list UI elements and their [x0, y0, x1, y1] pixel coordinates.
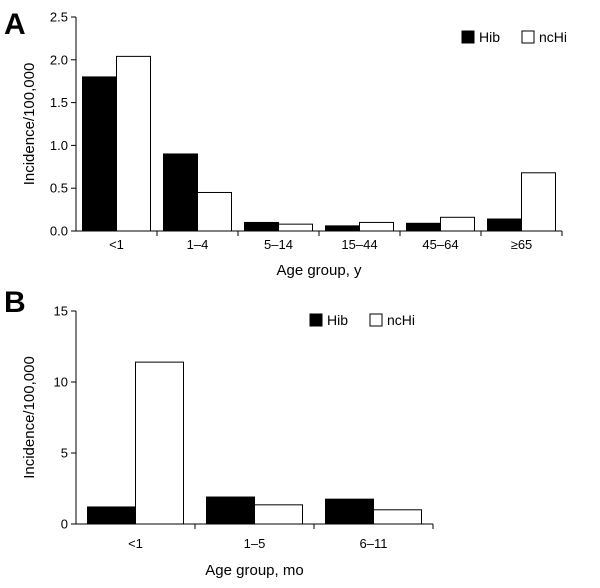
legend: Hib ncHi — [309, 312, 415, 328]
legend-swatch-hib — [309, 313, 323, 327]
y-tick-label: 0 — [61, 517, 68, 532]
bar-nchi-1 — [254, 504, 303, 525]
legend-swatch-nchi — [369, 313, 383, 327]
y-tick-label: 0.0 — [50, 224, 68, 239]
x-tick-label: <1 — [109, 237, 124, 252]
bar-hib-3 — [325, 225, 360, 232]
x-axis-label: Age group, y — [276, 262, 362, 279]
bar-hib-2 — [244, 221, 279, 232]
bar-hib-5 — [487, 218, 522, 232]
x-tick-label: 6–11 — [360, 536, 388, 551]
bar-nchi-4 — [440, 216, 475, 232]
chart-panel-b: B 0 5 10 15 <1 1–5 6–11 Incidence/100,000 Age gro… — [4, 286, 434, 579]
legend-label-hib: Hib — [479, 29, 500, 45]
x-tick-label: 1–4 — [187, 237, 209, 252]
bar-hib-2 — [325, 498, 374, 525]
chart-panel-a: A 0.0 0.5 1.0 1.5 2.0 2.5 <1 1–4 5–14 15–44 45–64 ≥6… — [4, 8, 567, 279]
bar-hib-0 — [82, 76, 117, 232]
panel-letter: A — [4, 8, 26, 41]
y-axis-label: Incidence/100,000 — [21, 356, 38, 479]
bar-nchi-1 — [197, 191, 232, 232]
x-tick-label: 45–64 — [422, 237, 458, 252]
bar-nchi-2 — [278, 223, 313, 232]
bar-nchi-0 — [135, 361, 184, 525]
legend-swatch-nchi — [521, 30, 535, 44]
bar-hib-0 — [87, 506, 136, 525]
panel-letter: B — [4, 286, 26, 319]
x-tick-label: ≥65 — [511, 237, 533, 252]
y-tick-label: 2.5 — [50, 10, 68, 25]
bar-nchi-5 — [521, 172, 556, 232]
bar-hib-4 — [406, 222, 441, 232]
legend: Hib ncHi — [461, 29, 567, 45]
legend-label-nchi: ncHi — [387, 312, 415, 328]
bar-hib-1 — [163, 153, 198, 232]
y-tick-label: 10 — [54, 375, 68, 390]
x-tick-label: 5–14 — [264, 237, 293, 252]
bar-nchi-2 — [373, 509, 422, 525]
legend-label-nchi: ncHi — [539, 29, 567, 45]
x-axis-label: Age group, mo — [205, 562, 303, 579]
y-tick-label: 1.5 — [50, 95, 68, 110]
x-tick-label: <1 — [128, 536, 143, 551]
y-tick-label: 15 — [54, 304, 68, 319]
y-axis-label: Incidence/100,000 — [21, 63, 38, 186]
bar-nchi-0 — [116, 55, 151, 232]
bar-nchi-3 — [359, 221, 394, 232]
y-tick-label: 2.0 — [50, 52, 68, 67]
y-tick-label: 5 — [61, 446, 68, 461]
legend-label-hib: Hib — [327, 312, 348, 328]
bar-hib-1 — [206, 496, 255, 525]
y-tick-label: 0.5 — [50, 181, 68, 196]
x-tick-label: 1–5 — [244, 536, 266, 551]
legend-swatch-hib — [461, 30, 475, 44]
x-tick-label: 15–44 — [341, 237, 377, 252]
y-tick-label: 1.0 — [50, 138, 68, 153]
